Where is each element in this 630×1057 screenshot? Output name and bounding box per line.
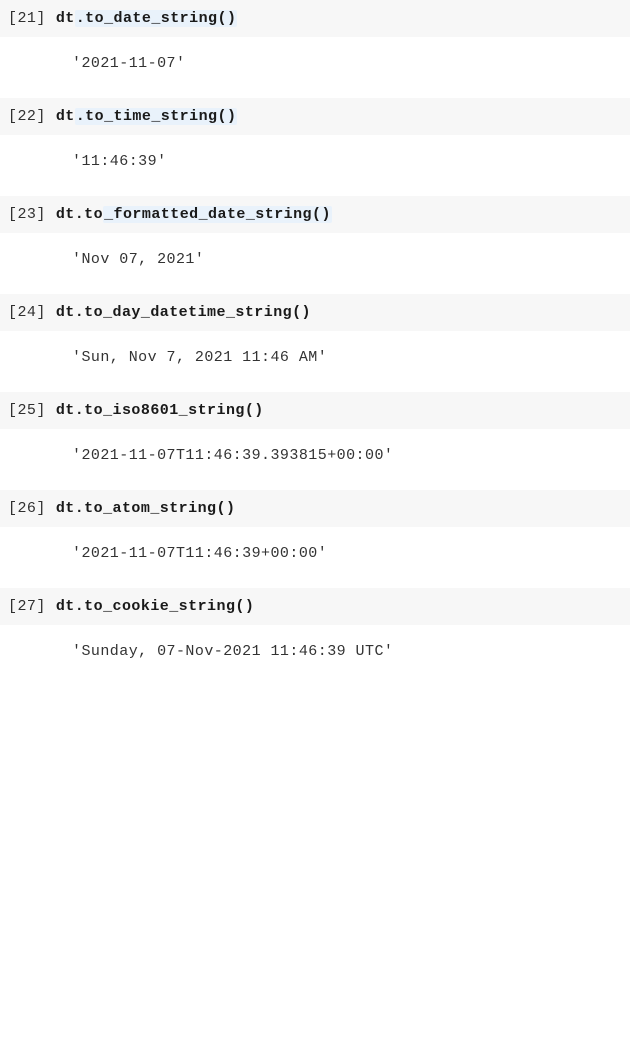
notebook-cell: [23]dt.to_formatted_date_string() 'Nov 07… xyxy=(0,196,630,294)
cell-output-text: 'Nov 07, 2021' xyxy=(72,251,630,268)
code-text: dt.to_cookie_string() xyxy=(56,598,254,615)
cell-output-text: '2021-11-07' xyxy=(72,55,630,72)
notebook-cell: [24]dt.to_day_datetime_string() 'Sun, Nov… xyxy=(0,294,630,392)
cell-output: 'Sun, Nov 7, 2021 11:46 AM' xyxy=(0,331,630,392)
code-text: dt xyxy=(56,10,75,27)
cell-prompt: [25] xyxy=(0,402,56,419)
cell-output: '2021-11-07' xyxy=(0,37,630,98)
cell-output: 'Nov 07, 2021' xyxy=(0,233,630,294)
cell-prompt: [23] xyxy=(0,206,56,223)
cell-input[interactable]: [22]dt.to_time_string() xyxy=(0,98,630,135)
notebook-cell: [25]dt.to_iso8601_string() '2021-11-07T11… xyxy=(0,392,630,490)
cell-output: '2021-11-07T11:46:39.393815+00:00' xyxy=(0,429,630,490)
cell-code[interactable]: dt.to_iso8601_string() xyxy=(56,402,630,419)
notebook-cell: [22]dt.to_time_string() '11:46:39' xyxy=(0,98,630,196)
cell-prompt: [24] xyxy=(0,304,56,321)
cell-input[interactable]: [24]dt.to_day_datetime_string() xyxy=(0,294,630,331)
cell-output-text: 'Sun, Nov 7, 2021 11:46 AM' xyxy=(72,349,630,366)
code-text: dt.to_day_datetime_string() xyxy=(56,304,311,321)
cell-code[interactable]: dt.to_day_datetime_string() xyxy=(56,304,630,321)
code-text: dt.to_atom_string() xyxy=(56,500,236,517)
cell-input[interactable]: [27]dt.to_cookie_string() xyxy=(0,588,630,625)
cell-output-text: '2021-11-07T11:46:39+00:00' xyxy=(72,545,630,562)
notebook-cell: [26]dt.to_atom_string() '2021-11-07T11:46… xyxy=(0,490,630,588)
cell-code[interactable]: dt.to_cookie_string() xyxy=(56,598,630,615)
cell-code[interactable]: dt.to_atom_string() xyxy=(56,500,630,517)
code-highlight: .to_time_string() xyxy=(75,108,238,125)
code-highlight: _formatted_date_string() xyxy=(103,206,332,223)
code-text: dt.to xyxy=(56,206,103,223)
code-text: dt.to_iso8601_string() xyxy=(56,402,264,419)
cell-input[interactable]: [25]dt.to_iso8601_string() xyxy=(0,392,630,429)
cell-output: '11:46:39' xyxy=(0,135,630,196)
cell-prompt: [27] xyxy=(0,598,56,615)
cell-input[interactable]: [23]dt.to_formatted_date_string() xyxy=(0,196,630,233)
cell-input[interactable]: [21]dt.to_date_string() xyxy=(0,0,630,37)
cell-code[interactable]: dt.to_time_string() xyxy=(56,108,630,125)
cell-code[interactable]: dt.to_date_string() xyxy=(56,10,630,27)
cell-output-text: 'Sunday, 07-Nov-2021 11:46:39 UTC' xyxy=(72,643,630,660)
cell-code[interactable]: dt.to_formatted_date_string() xyxy=(56,206,630,223)
notebook-container: [21]dt.to_date_string()'2021-11-07'[22]d… xyxy=(0,0,630,686)
cell-prompt: [26] xyxy=(0,500,56,517)
cell-output-text: '2021-11-07T11:46:39.393815+00:00' xyxy=(72,447,630,464)
code-text: dt xyxy=(56,108,75,125)
cell-output: 'Sunday, 07-Nov-2021 11:46:39 UTC' xyxy=(0,625,630,686)
cell-output: '2021-11-07T11:46:39+00:00' xyxy=(0,527,630,588)
notebook-cell: [21]dt.to_date_string() '2021-11-07' xyxy=(0,0,630,98)
cell-prompt: [22] xyxy=(0,108,56,125)
code-highlight: .to_date_string() xyxy=(75,10,238,27)
cell-prompt: [21] xyxy=(0,10,56,27)
cell-input[interactable]: [26]dt.to_atom_string() xyxy=(0,490,630,527)
notebook-cell: [27]dt.to_cookie_string() 'Sunday, 07-Nov… xyxy=(0,588,630,686)
cell-output-text: '11:46:39' xyxy=(72,153,630,170)
